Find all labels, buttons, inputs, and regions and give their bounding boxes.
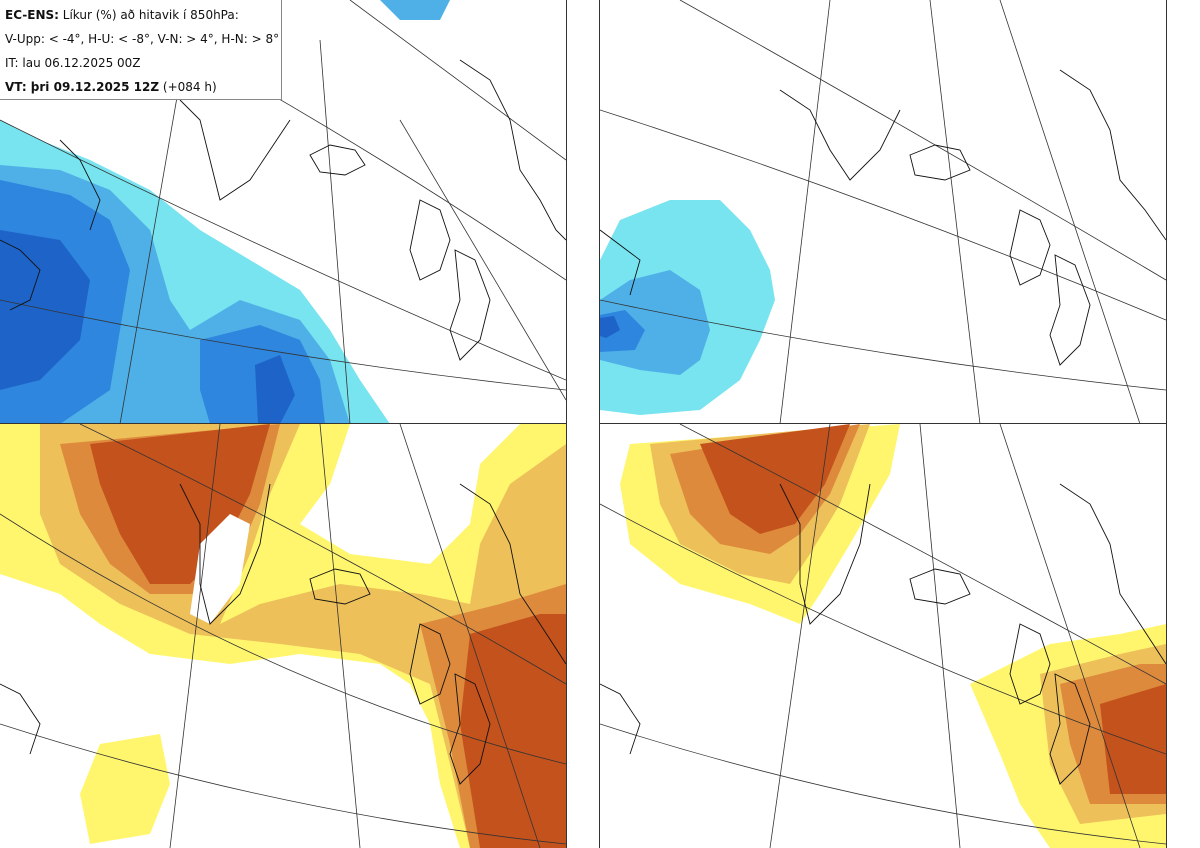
legend-init-time: IT: lau 06.12.2025 00Z xyxy=(5,56,141,70)
map-top-left-svg xyxy=(0,0,566,424)
map-top-right-svg xyxy=(600,0,1166,424)
graticule xyxy=(600,0,1166,424)
coastlines xyxy=(600,483,1166,785)
model-name: EC-ENS: xyxy=(5,8,59,22)
prob-fill-95b xyxy=(460,614,566,848)
divider-vertical-right xyxy=(599,0,600,848)
legend-title: Líkur (%) að hitavik í 850hPa: xyxy=(62,8,239,22)
divider-horizontal-right xyxy=(600,423,1166,424)
prob-fill-95 xyxy=(700,424,850,534)
legend-thresholds: V-Upp: < -4°, H-U: < -8°, V-N: > 4°, H-N… xyxy=(5,32,280,46)
divider-vertical-far xyxy=(1166,0,1167,848)
map-panel-bottom-right: 1009565355 xyxy=(600,424,1166,848)
map-bottom-left-svg xyxy=(0,424,566,848)
coastlines xyxy=(600,69,1166,366)
legend-title-line: EC-ENS: Líkur (%) að hitavik í 850hPa: xyxy=(5,4,276,28)
coastlines xyxy=(0,59,566,361)
prob-fill-95b xyxy=(255,355,295,424)
map-panel-top-right: 1009565355 xyxy=(600,0,1166,424)
map-legend: EC-ENS: Líkur (%) að hitavik í 850hPa: V… xyxy=(0,0,282,100)
prob-fill-top xyxy=(380,0,450,20)
graticule xyxy=(0,424,566,848)
prob-fill-5b xyxy=(80,734,170,844)
legend-valid-time: VT: þri 09.12.2025 12Z xyxy=(5,80,160,94)
map-panel-bottom-left: 1009565355 xyxy=(0,424,566,848)
map-panel-top-left: 1009565355 xyxy=(0,0,566,424)
coastlines xyxy=(0,483,566,785)
legend-lead-time: (+084 h) xyxy=(162,80,217,94)
divider-vertical-left xyxy=(566,0,567,848)
legend-valid-line: VT: þri 09.12.2025 12Z (+084 h) xyxy=(5,76,276,100)
prob-fill-95 xyxy=(0,230,90,390)
divider-horizontal xyxy=(0,423,566,424)
prob-fill-95 xyxy=(600,316,620,338)
prob-fill-95b xyxy=(1100,684,1166,794)
gap-greenland xyxy=(190,514,250,624)
map-bottom-right-svg xyxy=(600,424,1166,848)
graticule xyxy=(600,424,1166,848)
